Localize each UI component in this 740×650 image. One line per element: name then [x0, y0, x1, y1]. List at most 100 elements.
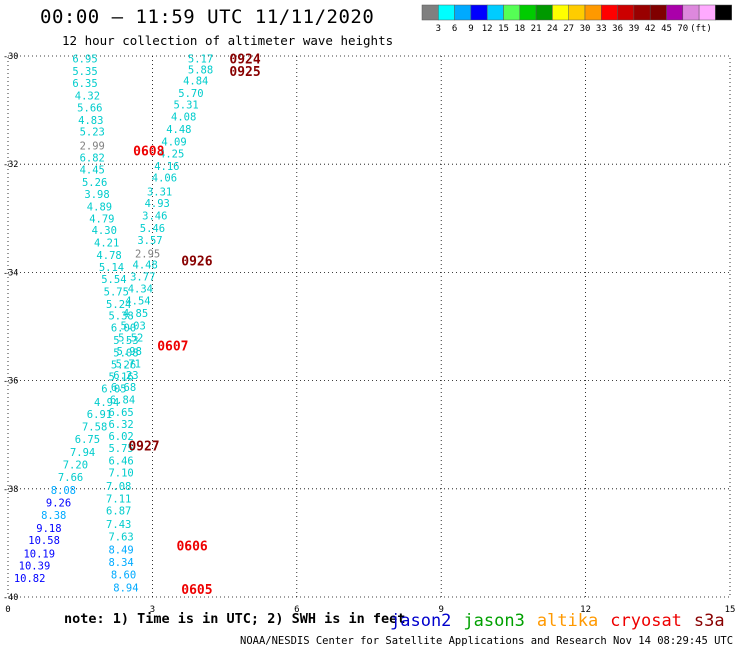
wave-height-label: 8.38 — [41, 510, 66, 522]
wave-height-label: 4.48 — [133, 259, 158, 271]
wave-height-label: 3.31 — [147, 186, 172, 198]
chart-marks: 5.175.884.845.705.314.084.484.094.254.16… — [14, 53, 261, 598]
wave-height-label: 7.10 — [108, 468, 133, 480]
wave-height-label: 6.91 — [87, 409, 112, 421]
pass-label: 0606 — [176, 540, 207, 555]
colorbar-label: 15 — [498, 24, 509, 34]
pass-label: 0927 — [128, 440, 159, 455]
wave-height-label: 4.54 — [125, 296, 150, 308]
wave-height-label: 8.08 — [51, 485, 76, 497]
wave-height-label: 10.39 — [19, 561, 51, 573]
wave-height-label: 5.17 — [188, 54, 213, 66]
wave-height-label: 8.94 — [113, 582, 138, 594]
colorbar-label: 6 — [452, 24, 457, 34]
wave-height-label: 5.52 — [118, 332, 143, 344]
pass-label: 0607 — [157, 339, 188, 354]
legend-item-altika: altika — [536, 611, 599, 631]
x-tick-label: 3 — [150, 605, 155, 615]
colorbar-swatch — [584, 4, 602, 21]
x-tick-label: 0 — [5, 605, 10, 615]
wave-height-label: 4.94 — [94, 397, 119, 409]
wave-height-label: 4.08 — [171, 112, 196, 124]
wave-height-label: 5.46 — [140, 223, 165, 235]
wave-height-label: 2.99 — [80, 140, 105, 152]
colorbar-label: 3 — [436, 24, 441, 34]
wave-height-label: 4.06 — [152, 173, 177, 185]
wave-height-label: 6.00 — [111, 323, 136, 335]
wave-height-label: 5.38 — [108, 311, 133, 323]
wave-height-label: 5.24 — [106, 299, 131, 311]
colorbar-label: 42 — [645, 24, 656, 34]
wave-height-label: 7.94 — [70, 447, 95, 459]
wave-height-label: 6.75 — [75, 434, 100, 446]
wave-height-label: 5.75 — [104, 286, 129, 298]
colorbar-label: 18 — [514, 24, 525, 34]
wave-height-label: 4.21 — [94, 238, 119, 250]
wave-height-label: 4.48 — [166, 124, 191, 136]
colorbar-label: 39 — [628, 24, 639, 34]
wave-height-label: 6.95 — [72, 54, 97, 66]
colorbar-swatch — [535, 4, 553, 21]
wave-height-label: 7.20 — [63, 459, 88, 471]
colorbar-swatch — [617, 4, 635, 21]
wave-height-label: 4.93 — [145, 198, 170, 210]
wave-height-label: 4.09 — [161, 136, 186, 148]
y-tick-label: -34 — [3, 268, 18, 278]
pass-label: 0605 — [181, 583, 212, 598]
wave-height-label: 6.46 — [108, 456, 133, 468]
wave-height-label: 4.84 — [183, 75, 208, 87]
colorbar-swatch — [470, 4, 488, 21]
wave-height-label: 9.18 — [36, 523, 61, 535]
wave-height-label: 4.78 — [96, 250, 121, 262]
wave-height-label: 6.84 — [110, 395, 135, 407]
wave-height-label: 4.79 — [89, 213, 114, 225]
satellite-legend: jason2 jason3 altika cryosat s3a — [390, 611, 737, 631]
x-tick-label: 12 — [580, 605, 591, 615]
wave-height-label: 5.08 — [113, 347, 138, 359]
wave-height-label: 7.63 — [108, 531, 133, 543]
colorbar-label: 27 — [563, 24, 574, 34]
wave-height-label: 4.16 — [154, 161, 179, 173]
x-tick-label: 6 — [294, 605, 299, 615]
wave-height-label: 4.34 — [128, 284, 153, 296]
wave-height-label: 4.30 — [92, 225, 117, 237]
colorbar-label: 70 — [677, 24, 688, 34]
wave-height-label: 6.68 — [111, 382, 136, 394]
colorbar-swatch — [715, 4, 732, 21]
wave-height-label: 3.98 — [84, 189, 109, 201]
wave-height-label: 8.49 — [108, 544, 133, 556]
y-tick-label: -40 — [3, 593, 18, 603]
wave-height-label: 5.26 — [111, 359, 136, 371]
footer-note: note: 1) Time is in UTC; 2) SWH is in fe… — [64, 611, 406, 627]
pass-label: 0925 — [229, 65, 260, 80]
colorbar-label: 36 — [612, 24, 623, 34]
wave-height-label: 6.35 — [72, 78, 97, 90]
wave-height-label: 6.32 — [108, 419, 133, 431]
y-tick-label: -32 — [3, 160, 18, 170]
colorbar-swatch — [486, 4, 504, 21]
color-scale-bar: 3 6 9 12 15 18 21 24 27 30 33 36 39 42 45 70 (ft) — [421, 4, 732, 34]
colorbar-swatch — [568, 4, 586, 21]
chart-axes: 0 3 6 9 12 15 -30 -32 -34 -36 -38 -40 — [3, 52, 735, 615]
colorbar-swatch — [698, 4, 716, 21]
x-tick-label: 9 — [438, 605, 443, 615]
legend-item-jason3: jason3 — [463, 611, 525, 631]
pass-label: 0926 — [181, 254, 212, 269]
wave-height-label: 7.58 — [82, 422, 107, 434]
wave-height-label: 5.03 — [120, 320, 145, 332]
wave-height-label: 2.95 — [135, 248, 160, 260]
wave-height-label: 5.31 — [173, 100, 198, 112]
wave-height-label: 7.11 — [106, 494, 131, 506]
wave-height-label: 7.43 — [106, 519, 131, 531]
colorbar-label: 9 — [468, 24, 473, 34]
colorbar-swatch — [666, 4, 684, 21]
wave-height-label: 5.66 — [77, 102, 102, 114]
wave-height-label: 6.82 — [80, 153, 105, 165]
wave-height-label: 4.32 — [75, 90, 100, 102]
wave-height-label: 6.05 — [101, 384, 126, 396]
plot-frame — [7, 55, 731, 598]
wave-height-label: 9.26 — [46, 497, 71, 509]
x-tick-label: 15 — [725, 605, 736, 615]
wave-height-label: 3.57 — [137, 235, 162, 247]
